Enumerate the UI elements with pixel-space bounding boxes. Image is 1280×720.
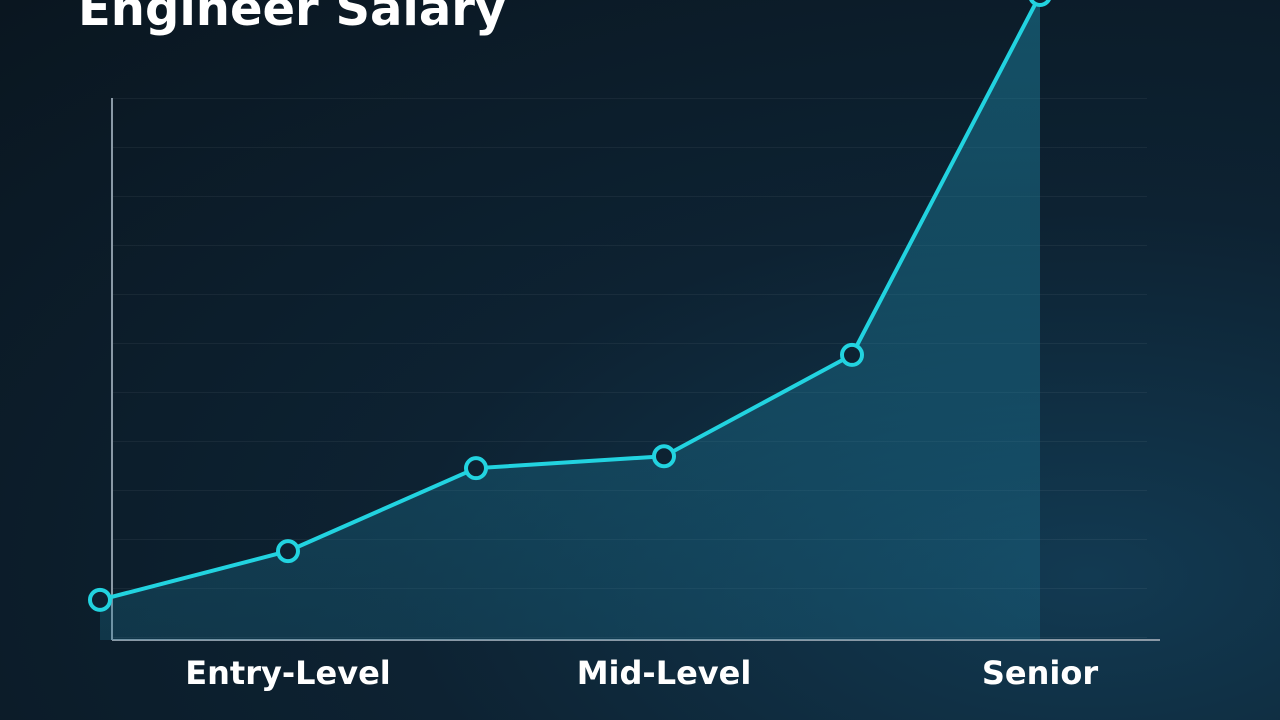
point (88, 587, 112, 612)
point (464, 456, 488, 481)
point (652, 444, 676, 469)
point (840, 342, 864, 367)
area (100, 0, 1040, 640)
point (276, 539, 300, 564)
x-tick-label: Senior (982, 654, 1098, 692)
chart-title: Engineer Salary (78, 0, 506, 37)
line (99, 0, 1040, 602)
x-tick-label: Entry-Level (185, 654, 390, 692)
point (1029, 0, 1051, 8)
x-tick-label: Mid-Level (577, 654, 752, 692)
